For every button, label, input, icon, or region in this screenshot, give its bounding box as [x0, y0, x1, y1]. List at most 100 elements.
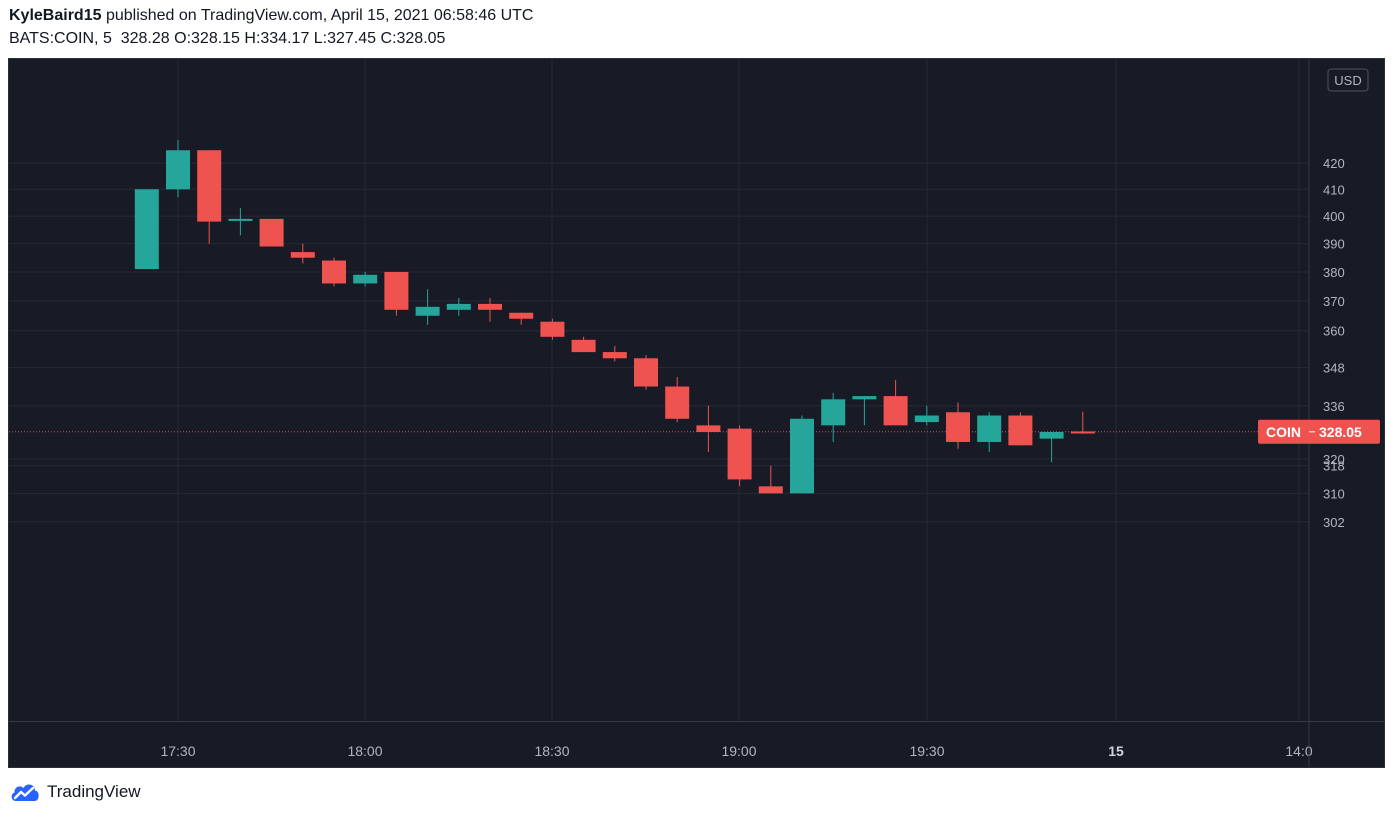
- candle: [790, 415, 814, 494]
- y-tick-label: 390: [1323, 237, 1345, 252]
- currency-label: USD: [1334, 73, 1361, 88]
- candle: [478, 298, 502, 322]
- candle-body: [446, 303, 471, 310]
- y-tick-label: 420: [1323, 156, 1345, 171]
- y-tick-label: 310: [1323, 486, 1345, 501]
- y-tick-label: 380: [1323, 265, 1345, 280]
- candle: [290, 243, 315, 264]
- y-tick-label: 348: [1323, 361, 1345, 376]
- candle: [228, 208, 253, 236]
- candle: [758, 465, 783, 494]
- x-tick-label: 18:30: [534, 743, 569, 759]
- published-text: published on TradingView.com, April 15, …: [105, 7, 534, 24]
- candle: [634, 355, 658, 390]
- candle: [166, 140, 190, 198]
- candle: [696, 405, 721, 453]
- candles: [134, 140, 1095, 494]
- candle-body: [134, 189, 159, 270]
- candle-body: [1070, 431, 1095, 434]
- last-value: 328.28: [120, 30, 170, 47]
- candle: [571, 336, 596, 353]
- candle: [384, 271, 409, 316]
- candle-body: [384, 271, 409, 310]
- x-tick-label: 15: [1108, 743, 1124, 759]
- candle-body: [727, 428, 752, 480]
- candle-body: [259, 218, 284, 247]
- candle-body: [509, 312, 534, 319]
- last-price-tag: COIN 328.05: [1258, 419, 1380, 444]
- candle-body: [883, 396, 908, 426]
- candle: [353, 271, 378, 287]
- candle: [946, 402, 970, 449]
- currency-badge-box: [1327, 68, 1369, 92]
- y-tick-label: 336: [1323, 399, 1345, 414]
- vertical-grid: [177, 59, 1300, 721]
- candle-body: [634, 358, 658, 387]
- candle: [1070, 411, 1095, 434]
- candle-body: [540, 321, 565, 337]
- candle-body: [353, 274, 378, 284]
- candle-body: [197, 150, 222, 222]
- candle: [540, 318, 565, 340]
- candle-body: [166, 150, 190, 190]
- candle: [134, 189, 159, 270]
- candle: [509, 312, 534, 325]
- x-tick-label: 19:30: [909, 743, 944, 759]
- candle-body: [322, 260, 346, 284]
- candle-body: [665, 386, 690, 419]
- y-tick-label: 360: [1323, 324, 1345, 339]
- author-name[interactable]: KyleBaird15: [9, 7, 102, 24]
- candle-body: [821, 399, 846, 426]
- candle: [446, 298, 471, 316]
- candle-body: [1039, 431, 1064, 439]
- candle: [1039, 431, 1064, 463]
- candle: [883, 380, 908, 426]
- candle-body: [946, 412, 970, 442]
- symbol-label: BATS:COIN, 5: [9, 30, 112, 47]
- cloud-logo-icon: [11, 784, 39, 801]
- candle-body: [758, 486, 783, 494]
- price-tag-symbol: COIN: [1266, 424, 1301, 440]
- candle: [197, 150, 222, 244]
- horizontal-grid: [9, 162, 1309, 523]
- candle-body: [790, 418, 814, 494]
- candle: [852, 396, 877, 426]
- tradingview-logo[interactable]: TradingView: [9, 781, 141, 803]
- y-tick-label: 370: [1323, 294, 1345, 309]
- candle-body: [914, 415, 939, 423]
- y-tick-label: 320: [1323, 452, 1345, 467]
- candle-body: [696, 425, 721, 432]
- candle: [259, 218, 284, 247]
- candle-body: [977, 415, 1002, 442]
- candle: [602, 345, 627, 362]
- candle: [415, 289, 440, 325]
- candle: [914, 405, 939, 426]
- ohlc-values: O:328.15 H:334.17 L:327.45 C:328.05: [174, 30, 446, 47]
- x-tick-label: 14:0: [1285, 743, 1312, 759]
- price-tag-box: [1258, 419, 1380, 444]
- publish-info: KyleBaird15 published on TradingView.com…: [9, 7, 533, 25]
- candle-body: [228, 218, 253, 221]
- candle: [977, 412, 1002, 453]
- symbol-info: BATS:COIN, 5 328.28 O:328.15 H:334.17 L:…: [9, 30, 445, 48]
- y-tick-label: 302: [1323, 515, 1345, 530]
- price-tag-value: 328.05: [1319, 424, 1362, 440]
- x-tick-label: 17:30: [160, 743, 195, 759]
- candle: [821, 392, 846, 442]
- x-tick-label: 19:00: [721, 743, 756, 759]
- candle: [665, 377, 690, 423]
- y-tick-label: 400: [1323, 209, 1345, 224]
- candle-body: [415, 306, 440, 316]
- brand-name: TradingView: [47, 782, 141, 801]
- candle-body: [290, 252, 315, 258]
- x-tick-label: 18:00: [347, 743, 382, 759]
- candle-body: [571, 339, 596, 353]
- candle-body: [852, 396, 877, 400]
- candle: [1008, 412, 1033, 446]
- candle: [727, 425, 752, 487]
- y-tick-label: 318: [1323, 459, 1345, 474]
- candle-body: [478, 303, 502, 310]
- chart-pane[interactable]: 302 310 318 320 336 348 360 370 380 390 400 410 420 1…: [8, 58, 1385, 768]
- candle-body: [602, 352, 627, 359]
